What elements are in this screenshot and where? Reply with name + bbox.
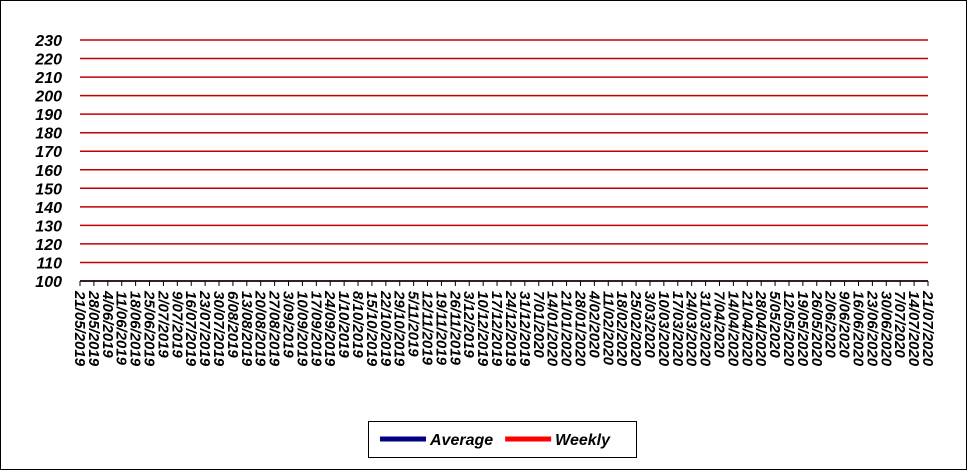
x-tick-label: 3/09/2019	[280, 291, 297, 358]
x-tick-label: 17/09/2019	[307, 291, 324, 367]
x-tick-label: 21/05/2019	[71, 290, 88, 367]
y-tick-label: 180	[35, 126, 62, 143]
x-tick-label: 14/04/2020	[724, 291, 741, 367]
y-tick-label: 230	[34, 33, 62, 50]
x-tick-label: 6/08/2019	[224, 291, 241, 358]
x-tick-label: 21/04/2020	[738, 290, 755, 367]
x-tick-label: 25/02/2020	[627, 290, 644, 367]
x-tick-label: 22/10/2019	[377, 290, 394, 367]
x-tick-label: 24/12/2019	[502, 290, 519, 367]
x-tick-label: 26/11/2019	[446, 290, 463, 366]
x-tick-label: 30/06/2020	[877, 291, 894, 367]
x-tick-label: 7/04/2020	[710, 291, 727, 358]
x-tick-label: 3/12/2019	[460, 291, 477, 358]
x-tick-label: 20/08/2019	[252, 290, 269, 367]
x-tick-label: 28/05/2019	[85, 290, 102, 367]
x-tick-label: 29/10/2019	[391, 290, 408, 367]
y-tick-label: 130	[35, 218, 62, 235]
x-tick-label: 17/03/2020	[669, 291, 686, 367]
x-tick-label: 13/08/2019	[238, 291, 255, 367]
x-tick-label: 18/02/2020	[613, 291, 630, 367]
x-tick-label: 31/12/2019	[516, 291, 533, 367]
x-tick-label: 9/07/2019	[168, 291, 185, 358]
x-tick-label: 5/11/2019	[405, 291, 422, 357]
y-tick-label: 170	[35, 144, 62, 161]
x-tick-label: 21/01/2020	[558, 290, 575, 367]
x-tick-label: 16/07/2019	[182, 291, 199, 367]
x-tick-label: 7/07/2020	[891, 291, 908, 358]
legend-label: Weekly	[555, 432, 611, 449]
x-tick-label: 11/02/2020	[599, 291, 616, 366]
x-tick-label: 27/08/2019	[266, 290, 283, 367]
x-tick-label: 21/07/2020	[919, 290, 936, 367]
x-tick-label: 7/01/2020	[530, 291, 547, 358]
x-tick-label: 28/01/2020	[571, 290, 588, 367]
x-tick-label: 1/10/2019	[335, 291, 352, 358]
legend-label: Average	[429, 432, 493, 449]
x-tick-label: 4/02/2020	[585, 290, 602, 358]
x-tick-label: 30/07/2019	[210, 291, 227, 367]
y-tick-label: 120	[35, 237, 62, 254]
x-tick-label: 4/06/2019	[99, 290, 116, 358]
x-tick-label: 24/03/2020	[683, 290, 700, 367]
x-tick-label: 14/07/2020	[905, 291, 922, 367]
x-tick-label: 10/03/2020	[655, 291, 672, 367]
x-tick-label: 10/09/2019	[293, 291, 310, 367]
y-tick-label: 150	[35, 181, 62, 198]
y-tick-label: 200	[34, 89, 62, 106]
x-tick-label: 3/03/2020	[641, 291, 658, 358]
x-tick-label: 19/11/2019	[432, 291, 449, 366]
x-tick-label: 8/10/2019	[349, 291, 366, 358]
x-tick-label: 23/06/2020	[863, 290, 880, 367]
x-tick-label: 14/01/2020	[544, 291, 561, 367]
legend: Average Weekly	[368, 421, 637, 458]
x-tick-label: 24/09/2019	[321, 290, 338, 367]
x-tick-label: 2/07/2019	[154, 290, 171, 358]
x-tick-label: 11/06/2019	[113, 291, 130, 366]
y-tick-label: 110	[36, 255, 62, 272]
x-tick-label: 16/06/2020	[849, 291, 866, 367]
x-tick-label: 17/12/2019	[488, 291, 505, 367]
x-tick-label: 31/03/2020	[697, 291, 714, 367]
x-tick-label: 12/05/2020	[780, 291, 797, 367]
x-tick-label: 12/11/2019	[419, 291, 436, 366]
x-tick-label: 26/05/2020	[808, 290, 825, 367]
y-tick-label: 210	[34, 70, 62, 87]
x-tick-label: 2/06/2020	[822, 290, 839, 358]
y-tick-label: 220	[34, 52, 62, 69]
x-tick-label: 10/12/2019	[474, 291, 491, 367]
y-tick-label: 190	[35, 107, 62, 124]
x-tick-label: 23/07/2019	[196, 290, 213, 367]
x-tick-label: 28/04/2020	[752, 290, 769, 367]
x-tick-label: 5/05/2020	[766, 291, 783, 358]
x-tick-label: 19/05/2020	[794, 291, 811, 367]
x-tick-label: 9/06/2020	[836, 291, 853, 358]
x-tick-label: 15/10/2019	[363, 291, 380, 367]
y-tick-label: 100	[35, 274, 62, 291]
y-tick-label: 160	[35, 163, 62, 180]
x-tick-label: 25/06/2019	[141, 290, 158, 367]
x-tick-label: 18/06/2019	[127, 291, 144, 367]
y-tick-label: 140	[35, 200, 62, 217]
